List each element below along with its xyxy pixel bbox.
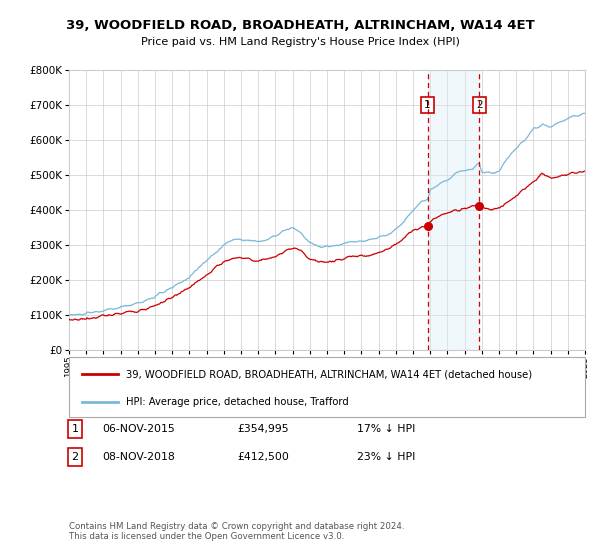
- Text: Price paid vs. HM Land Registry's House Price Index (HPI): Price paid vs. HM Land Registry's House …: [140, 37, 460, 47]
- Text: HPI: Average price, detached house, Trafford: HPI: Average price, detached house, Traf…: [126, 397, 349, 407]
- Text: 2: 2: [476, 100, 482, 110]
- Text: 08-NOV-2018: 08-NOV-2018: [102, 452, 175, 462]
- FancyBboxPatch shape: [69, 357, 585, 417]
- Text: 23% ↓ HPI: 23% ↓ HPI: [357, 452, 415, 462]
- Text: 1: 1: [71, 424, 79, 434]
- Text: 2: 2: [71, 452, 79, 462]
- Text: 39, WOODFIELD ROAD, BROADHEATH, ALTRINCHAM, WA14 4ET (detached house): 39, WOODFIELD ROAD, BROADHEATH, ALTRINCH…: [126, 369, 532, 379]
- Text: £354,995: £354,995: [237, 424, 289, 434]
- Text: £412,500: £412,500: [237, 452, 289, 462]
- Text: 39, WOODFIELD ROAD, BROADHEATH, ALTRINCHAM, WA14 4ET: 39, WOODFIELD ROAD, BROADHEATH, ALTRINCH…: [65, 18, 535, 32]
- Bar: [428, 70, 479, 350]
- Text: 1: 1: [424, 100, 431, 110]
- Text: 06-NOV-2015: 06-NOV-2015: [102, 424, 175, 434]
- Text: 17% ↓ HPI: 17% ↓ HPI: [357, 424, 415, 434]
- Text: Contains HM Land Registry data © Crown copyright and database right 2024.
This d: Contains HM Land Registry data © Crown c…: [69, 522, 404, 542]
